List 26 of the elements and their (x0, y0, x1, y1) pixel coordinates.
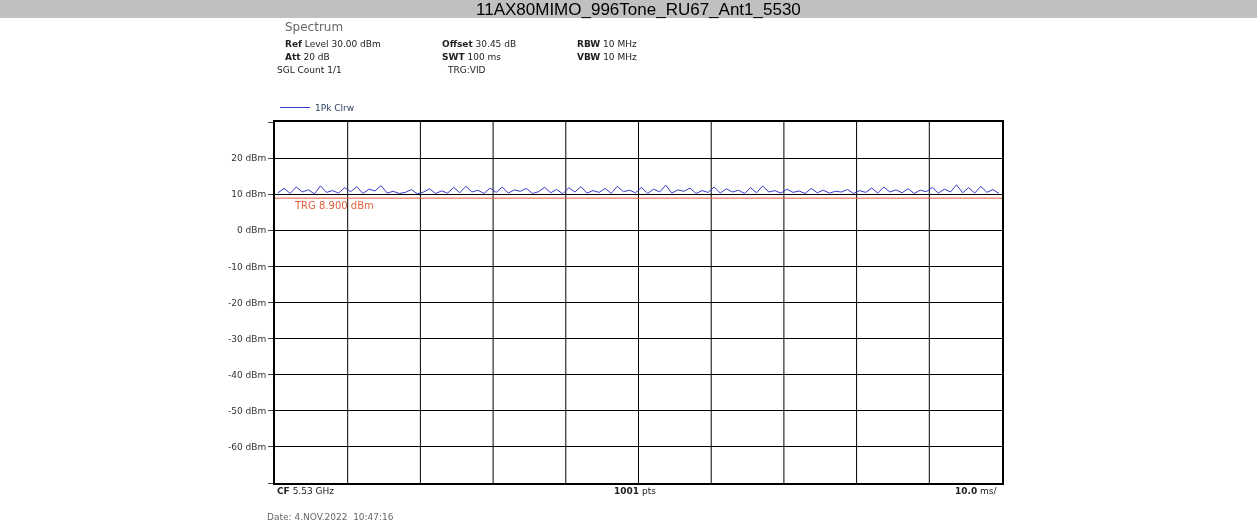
text: Ref Level 30.00 dBm (285, 39, 381, 49)
y-tick-label: 0 dBm (236, 225, 267, 236)
text: Att 20 dB (285, 52, 330, 62)
text: Spectrum (285, 20, 344, 34)
y-tick-label: -40 dBm (227, 369, 267, 380)
legend-label: 1Pk Clrw (315, 103, 355, 114)
text: TRG:VID (447, 65, 486, 75)
y-tick-label: -60 dBm (227, 442, 267, 453)
chart-title: 11AX80MIMO_996Tone_RU67_Ant1_5530 (476, 0, 801, 19)
y-tick-label: -50 dBm (227, 405, 267, 416)
y-tick-label: -10 dBm (227, 261, 267, 272)
text: RBW 10 MHz (577, 39, 637, 49)
text: Date: 4.NOV.2022 10:47:16 (267, 512, 394, 522)
y-tick-label: 10 dBm (231, 189, 267, 200)
text: VBW 10 MHz (577, 52, 637, 62)
y-tick-label: -30 dBm (227, 333, 267, 344)
y-tick-label: -20 dBm (227, 297, 267, 308)
text: 1001 pts (614, 486, 657, 496)
text: SWT 100 ms (442, 52, 502, 62)
y-tick-label: 20 dBm (231, 153, 267, 164)
text: 10.0 ms/ (955, 486, 998, 496)
line-series (277, 184, 1000, 195)
text: Offset 30.45 dB (442, 39, 517, 49)
text: SGL Count 1/1 (277, 65, 342, 75)
ref-line-label: TRG 8.900 dBm (294, 200, 374, 211)
text: CF 5.53 GHz (277, 486, 335, 496)
